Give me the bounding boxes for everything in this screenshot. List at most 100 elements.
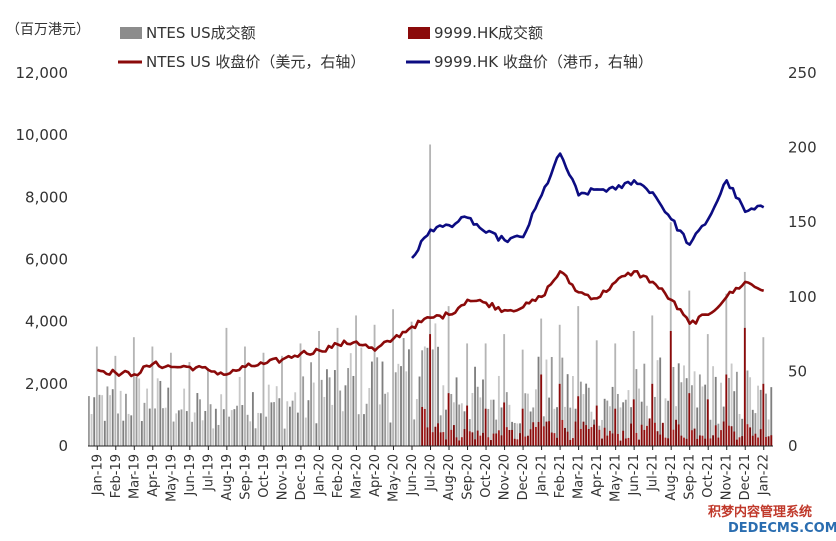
volume-bar [331,404,334,446]
volume-bar [709,419,712,446]
volume-bar [273,402,275,446]
volume-bar [503,402,506,446]
volume-bar [154,408,156,446]
volume-bar [534,426,537,446]
volume-bar [746,370,749,446]
volume-bar [609,406,611,446]
volume-bar [527,393,529,446]
volume-bar [582,421,585,446]
right-tick-label: 0 [788,437,798,455]
volume-bar [572,438,574,446]
volume-bar [616,393,619,446]
volume-bar [767,419,770,446]
x-tick-label: Nov-21 [720,454,735,500]
volume-bar [347,368,350,446]
volume-bar [437,423,439,446]
x-tick-label: Mar-19 [127,454,142,499]
legend-label-ntes-volume: NTES US成交额 [146,24,256,42]
x-tick-label: Mar-21 [572,454,587,499]
volume-bar [143,402,146,446]
x-tick-label: Aug-21 [664,454,679,501]
volume-bar [669,330,672,446]
volume-bar [524,393,527,446]
volume-bar [561,419,564,446]
volume-bar [521,349,524,446]
volume-bar [125,393,127,446]
volume-bar [622,430,625,446]
volume-bar [635,432,638,446]
volume-bar [672,429,675,446]
left-axis-unit: （百万港元） [6,22,90,38]
volume-bar [640,424,643,446]
volume-bar [556,407,558,446]
right-tick-label: 150 [788,213,817,231]
watermark-line1: 积梦内容管理系统 [708,504,812,520]
x-tick-label: Apr-19 [146,454,161,497]
volume-bar [627,437,630,446]
volume-bar [156,378,159,446]
volume-bar [622,402,625,446]
volume-bar [162,408,164,446]
volume-bar [643,429,646,446]
x-axis-ticks: Jan-19 Feb-19 Mar-19 Apr-19 May-19 Jun-19 Jul-… [90,446,772,502]
volume-bar [117,413,119,446]
volume-bar [474,366,476,446]
x-tick-label: Aug-19 [220,454,235,501]
volume-bar [196,393,199,446]
left-tick-label: 0 [58,437,68,455]
left-tick-label: 4,000 [25,313,68,331]
volume-bar [482,432,484,446]
volume-bar [667,438,670,446]
volume-bar [614,343,617,446]
volume-bar [275,386,278,446]
volume-bar [720,382,722,446]
volume-bar [214,408,217,446]
volume-bar [265,416,268,446]
volume-bar [455,437,458,446]
volume-bar [765,436,767,446]
volume-bar [754,433,757,446]
volume-bar [122,420,125,446]
volume-bar [363,414,365,446]
legend-label-hk-price: 9999.HK 收盘价（港币，右轴） [434,53,653,71]
volume-bar [333,370,336,446]
volume-bar [677,424,680,446]
volume-bar [651,315,654,446]
volume-bar [542,426,545,446]
volume-bar [511,429,514,446]
volume-bar [397,363,400,446]
volume-bar [698,374,701,446]
x-tick-label: Apr-20 [368,454,383,497]
volume-bar [278,398,281,446]
volume-bar [759,429,762,446]
volume-bar [283,428,286,446]
volume-bar [259,413,262,446]
volume-bar [569,439,572,446]
volume-bar [341,411,344,446]
volume-bar [759,389,762,446]
volume-bar [500,435,503,446]
volume-bar [114,355,117,446]
volume-bar [762,383,765,446]
volume-bar [640,401,643,446]
volume-bar [624,399,627,446]
hk-volume-bars [421,327,773,447]
volume-bar [296,412,299,446]
volume-bar [572,376,574,446]
volume-bar [310,362,312,446]
volume-bar [487,437,490,446]
x-tick-label: May-19 [164,454,179,502]
volume-bar [653,396,656,446]
volume-bar [712,366,715,446]
volume-bar [490,399,492,446]
volume-bar [770,435,773,446]
volume-bar [217,424,220,446]
volume-bar [738,413,741,446]
x-tick-label: May-21 [609,454,624,502]
volume-bar [289,406,291,446]
volume-bar [751,435,754,446]
volume-bar [675,419,677,446]
volume-bar [318,330,320,446]
volume-bar [434,323,437,446]
